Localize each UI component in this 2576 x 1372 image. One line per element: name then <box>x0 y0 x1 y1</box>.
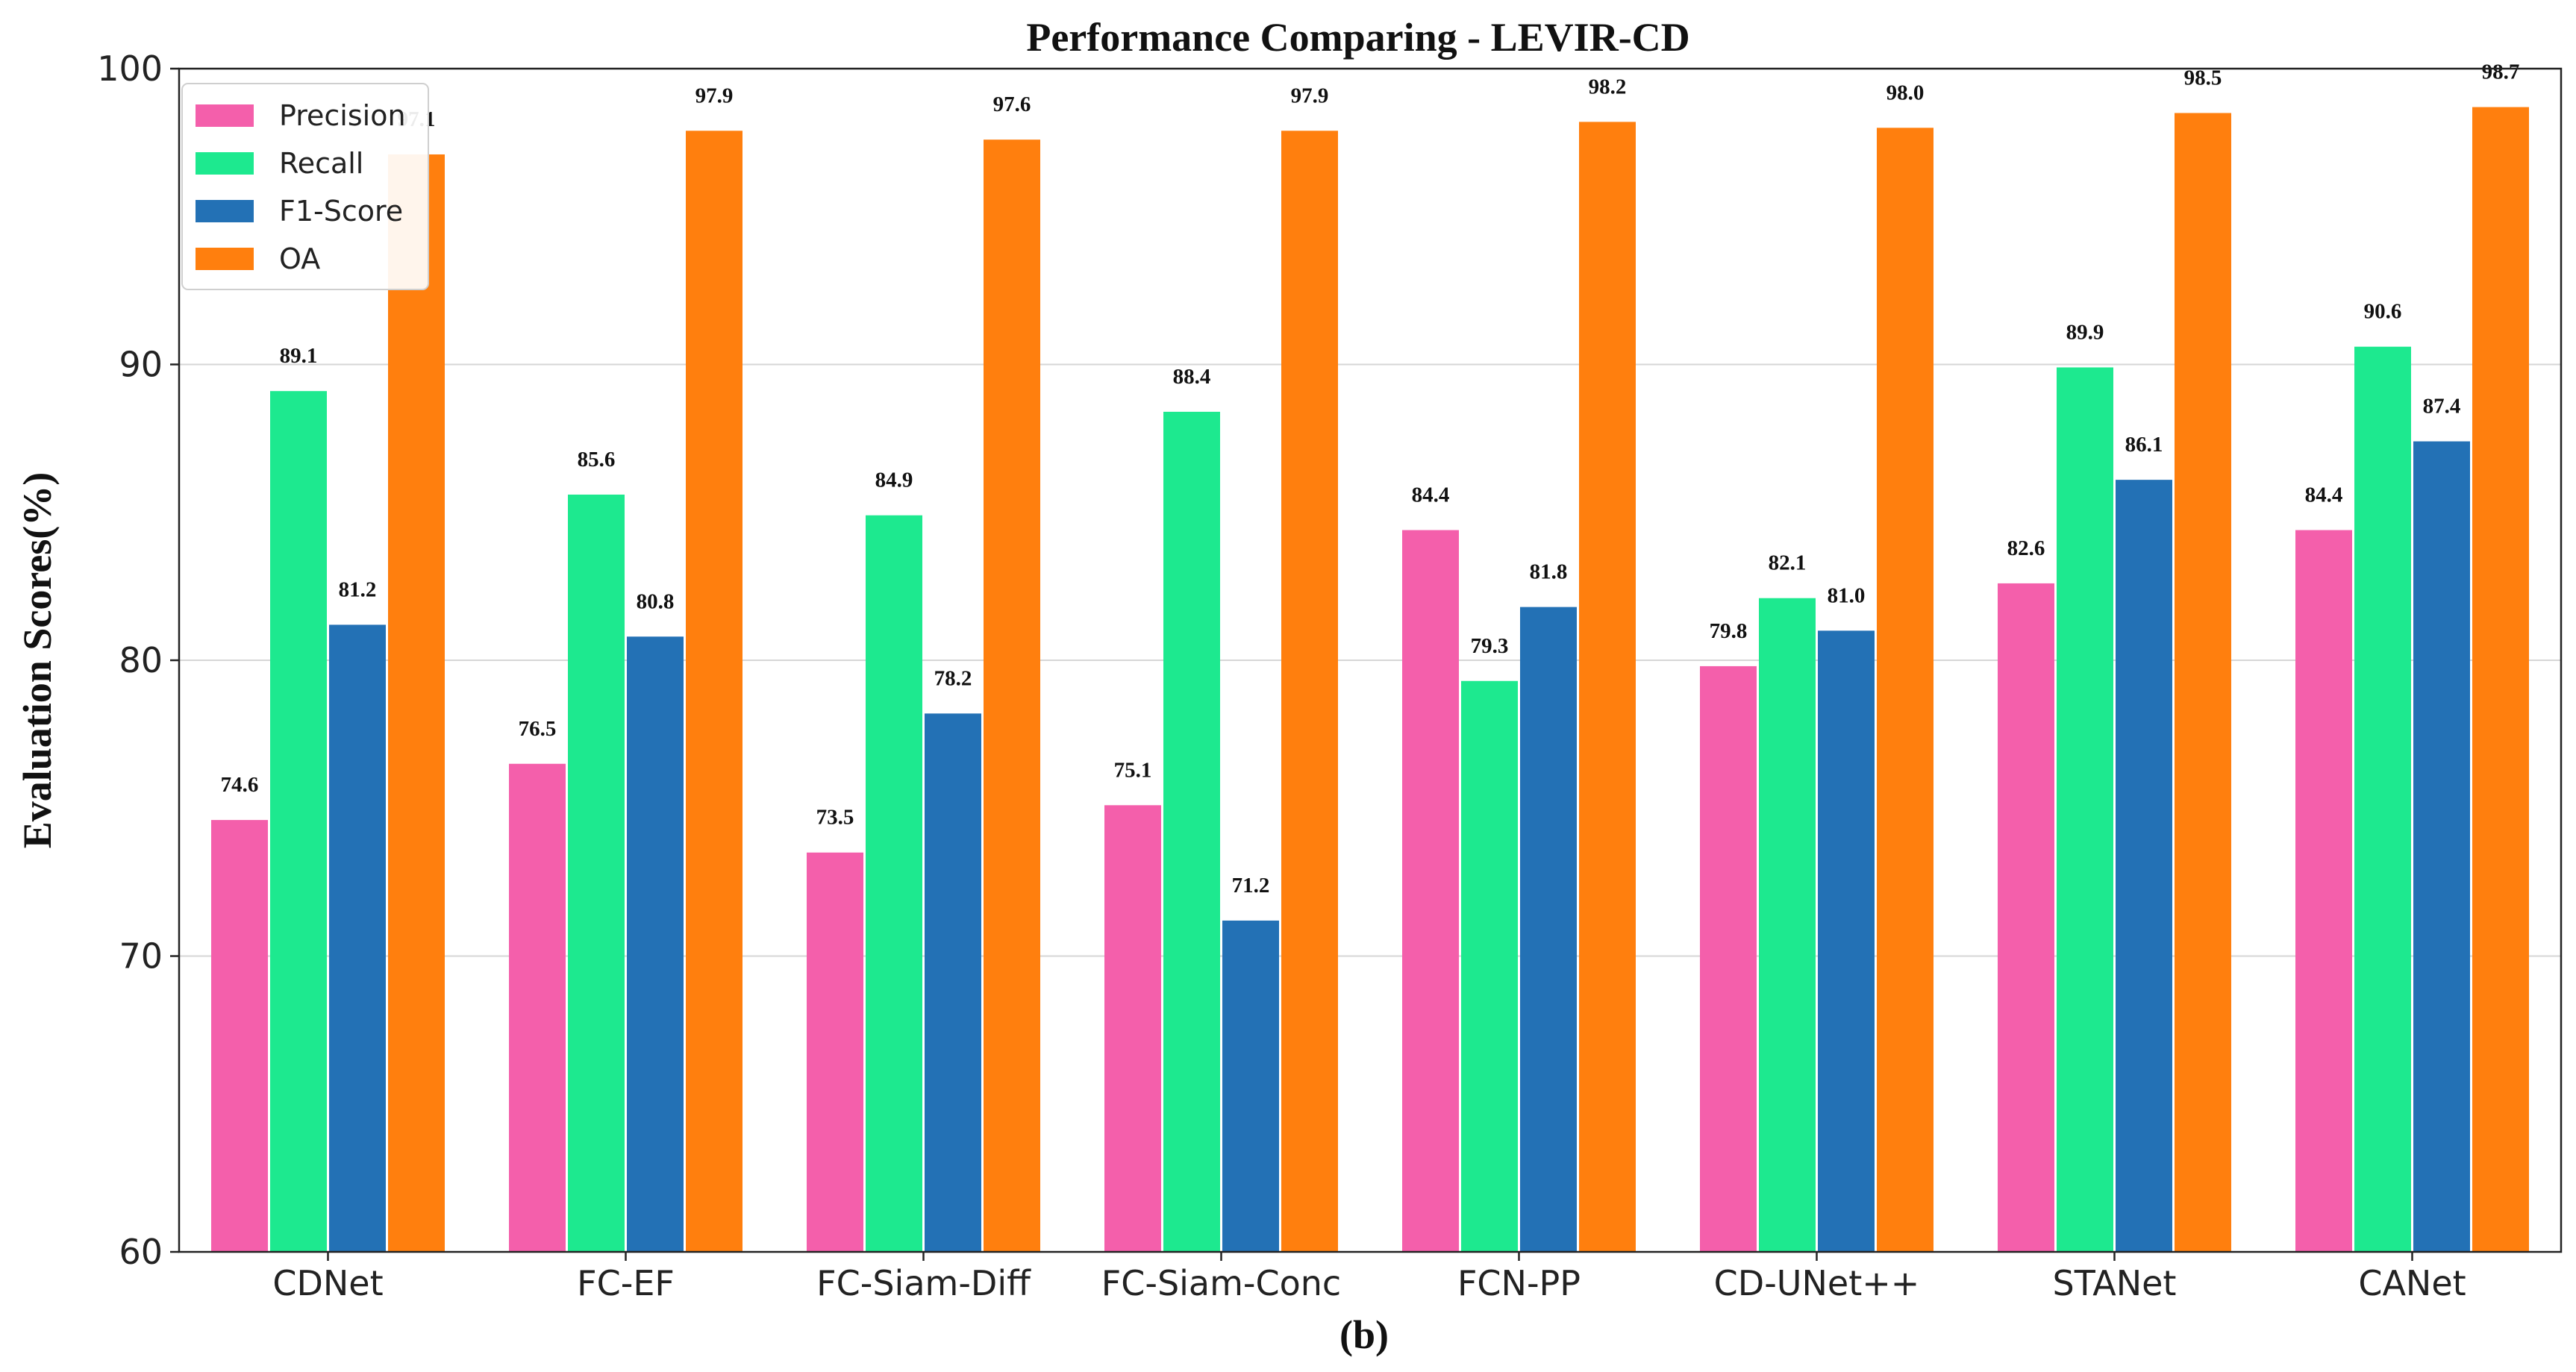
bar-oa-cdnet <box>388 154 445 1253</box>
bar-oa-fc-siam-diff <box>984 140 1040 1252</box>
bar-recall-canet <box>2354 346 2411 1253</box>
data-labels: 74.689.181.297.176.585.680.897.973.584.9… <box>221 60 2520 898</box>
x-axis: CDNet FC-EF FC-Siam-Diff FC-Siam-Conc FCN-PP… <box>272 1252 2466 1303</box>
legend-label-precision: Precision <box>279 99 406 132</box>
bars <box>211 107 2529 1253</box>
bar-f1-score-fcn-pp <box>1520 607 1577 1252</box>
x-tick-label-fc-ef: FC-EF <box>577 1263 675 1303</box>
data-label-f1-score-fcn-pp: 81.8 <box>1530 560 1568 584</box>
bar-recall-cd-unet- <box>1759 598 1816 1252</box>
data-label-recall-fc-siam-conc: 88.4 <box>1173 365 1211 389</box>
data-label-precision-cdnet: 74.6 <box>221 773 259 797</box>
data-label-f1-score-fc-ef: 80.8 <box>637 589 675 613</box>
data-label-recall-cdnet: 89.1 <box>280 344 318 368</box>
bar-f1-score-canet <box>2413 441 2470 1252</box>
legend-label-oa: OA <box>279 242 320 275</box>
y-tick-label-80: 80 <box>119 640 163 680</box>
y-axis: 60 70 80 90 100 <box>97 48 179 1272</box>
legend-swatch-precision <box>196 104 254 127</box>
data-label-oa-fc-siam-conc: 97.9 <box>1291 84 1329 107</box>
data-label-precision-canet: 84.4 <box>2305 483 2343 507</box>
bar-recall-fc-siam-conc <box>1163 411 1220 1253</box>
data-label-oa-stanet: 98.5 <box>2184 66 2222 90</box>
x-axis-label: (b) <box>1339 1312 1389 1357</box>
y-tick-label-60: 60 <box>119 1232 163 1272</box>
y-axis-label: Evaluation Scores(%) <box>15 472 60 849</box>
bar-recall-fc-siam-diff <box>866 515 922 1252</box>
data-label-precision-cd-unet-: 79.8 <box>1710 619 1748 643</box>
bar-precision-fc-siam-diff <box>807 852 863 1252</box>
legend-label-f1-score: F1-Score <box>279 195 403 228</box>
data-label-oa-fcn-pp: 98.2 <box>1589 75 1627 98</box>
data-label-f1-score-fc-siam-diff: 78.2 <box>934 666 972 690</box>
data-label-recall-fc-ef: 85.6 <box>578 448 616 472</box>
data-label-oa-cd-unet-: 98.0 <box>1886 81 1925 104</box>
x-tick-label-canet: CANet <box>2358 1263 2466 1303</box>
data-label-oa-canet: 98.7 <box>2482 60 2520 84</box>
bar-f1-score-fc-siam-conc <box>1222 920 1279 1252</box>
data-label-precision-fc-ef: 76.5 <box>519 717 557 741</box>
legend: Precision Recall F1-Score OA <box>181 83 429 290</box>
x-tick-label-cd-unet-: CD-UNet++ <box>1714 1263 1920 1303</box>
bar-oa-fcn-pp <box>1579 122 1636 1252</box>
x-tick-label-fcn-pp: FCN-PP <box>1457 1263 1581 1303</box>
bar-recall-fcn-pp <box>1461 680 1518 1252</box>
bar-oa-stanet <box>2175 113 2231 1253</box>
x-tick-label-fc-siam-diff: FC-Siam-Diff <box>816 1263 1031 1303</box>
bar-precision-fcn-pp <box>1402 530 1459 1252</box>
legend-frame <box>181 83 429 290</box>
y-tick-label-100: 100 <box>97 48 163 89</box>
data-label-f1-score-canet: 87.4 <box>2423 395 2461 419</box>
x-tick-label-cdnet: CDNet <box>272 1263 383 1303</box>
bar-f1-score-cd-unet- <box>1818 630 1875 1252</box>
bar-recall-fc-ef <box>568 494 625 1252</box>
data-label-recall-stanet: 89.9 <box>2066 320 2104 344</box>
legend-swatch-recall <box>196 152 254 175</box>
bar-f1-score-fc-siam-diff <box>925 713 981 1252</box>
bar-f1-score-fc-ef <box>627 636 684 1252</box>
bar-precision-canet <box>2295 530 2352 1252</box>
bar-oa-cd-unet- <box>1877 128 1933 1252</box>
y-tick-label-70: 70 <box>119 936 163 977</box>
data-label-f1-score-fc-siam-conc: 71.2 <box>1232 874 1270 898</box>
bar-precision-cdnet <box>211 820 268 1252</box>
legend-swatch-f1-score <box>196 200 254 222</box>
bar-recall-stanet <box>2057 367 2113 1253</box>
bar-f1-score-stanet <box>2116 480 2172 1252</box>
bar-recall-cdnet <box>270 391 327 1252</box>
bar-precision-stanet <box>1998 583 2054 1252</box>
x-tick-label-stanet: STANet <box>2053 1263 2177 1303</box>
bar-precision-fc-ef <box>509 763 566 1252</box>
chart-title: Performance Comparing - LEVIR-CD <box>1026 15 1689 60</box>
data-label-oa-fc-siam-diff: 97.6 <box>993 93 1031 116</box>
bar-oa-canet <box>2472 107 2529 1252</box>
bar-precision-fc-siam-conc <box>1104 805 1161 1252</box>
data-label-precision-fc-siam-diff: 73.5 <box>816 806 854 830</box>
legend-label-recall: Recall <box>279 147 363 180</box>
data-label-precision-fcn-pp: 84.4 <box>1412 483 1450 507</box>
data-label-recall-cd-unet-: 82.1 <box>1769 551 1807 575</box>
bar-precision-cd-unet- <box>1700 665 1757 1252</box>
data-label-recall-canet: 90.6 <box>2364 300 2402 324</box>
data-label-f1-score-cd-unet-: 81.0 <box>1828 583 1866 607</box>
bar-f1-score-cdnet <box>329 624 386 1252</box>
bar-oa-fc-siam-conc <box>1281 131 1338 1252</box>
data-label-recall-fc-siam-diff: 84.9 <box>875 469 913 492</box>
data-label-f1-score-stanet: 86.1 <box>2125 433 2163 457</box>
x-tick-label-fc-siam-conc: FC-Siam-Conc <box>1101 1263 1341 1303</box>
legend-swatch-oa <box>196 248 254 270</box>
data-label-precision-fc-siam-conc: 75.1 <box>1114 758 1152 782</box>
bar-oa-fc-ef <box>686 131 743 1252</box>
data-label-recall-fcn-pp: 79.3 <box>1471 634 1509 658</box>
data-label-f1-score-cdnet: 81.2 <box>339 577 377 601</box>
data-label-precision-stanet: 82.6 <box>2007 536 2045 560</box>
y-tick-label-90: 90 <box>119 345 163 385</box>
data-label-oa-fc-ef: 97.9 <box>695 84 734 107</box>
